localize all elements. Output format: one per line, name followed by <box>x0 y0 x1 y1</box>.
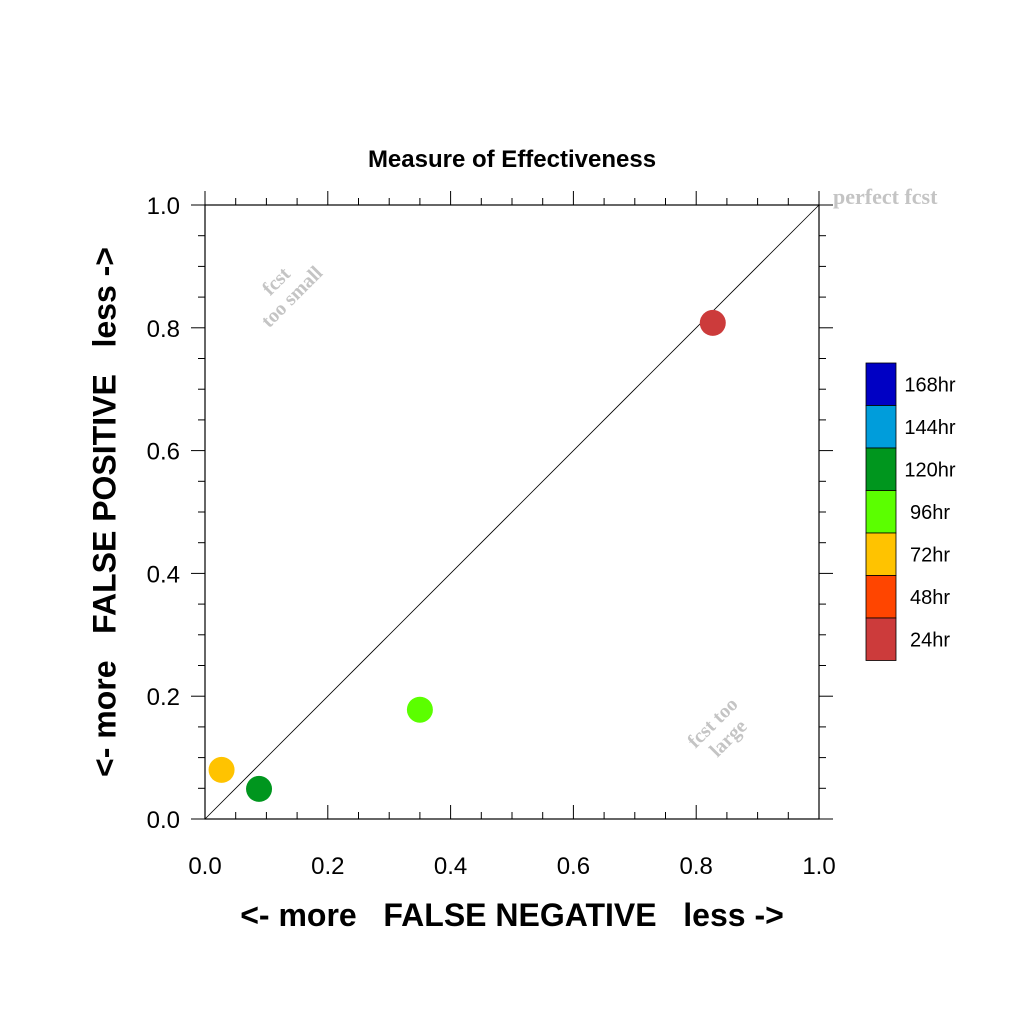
legend-swatch <box>865 490 897 534</box>
legend-label: 72hr <box>910 544 950 566</box>
y-tick-label: 0.6 <box>147 439 180 466</box>
y-tick-label: 0.8 <box>147 316 180 343</box>
data-point <box>246 775 273 802</box>
y-tick-label: 0.0 <box>147 807 180 834</box>
legend: 168hr 144hr 120hr 96hr 72hr 48hr 24hr <box>865 362 956 661</box>
x-tick-label: 0.4 <box>434 853 467 880</box>
too-small-annotation: fcst too small <box>257 262 327 332</box>
legend-swatch <box>865 447 897 491</box>
data-point <box>699 309 726 336</box>
y-tick-labels: 0.0 0.2 0.4 0.6 0.8 1.0 <box>147 193 180 834</box>
too-small-line-2: too small <box>257 262 327 332</box>
tick-marks <box>191 191 833 820</box>
legend-label: 24hr <box>910 629 950 651</box>
legend-swatch <box>865 617 897 661</box>
data-points <box>208 309 726 802</box>
x-tick-label: 1.0 <box>802 853 835 880</box>
y-tick-label: 0.2 <box>147 684 180 711</box>
y-tick-label: 0.4 <box>147 561 180 588</box>
too-large-annotation: fcst too large <box>683 693 751 761</box>
legend-swatch <box>865 532 897 576</box>
legend-label: 96hr <box>910 502 950 524</box>
x-tick-label: 0.0 <box>188 853 221 880</box>
legend-label: 48hr <box>910 587 950 609</box>
legend-swatch <box>865 575 897 619</box>
chart-title: Measure of Effectiveness <box>368 146 656 173</box>
legend-label: 144hr <box>904 417 955 439</box>
perfect-forecast-diagonal <box>204 204 820 820</box>
legend-label: 120hr <box>904 459 955 481</box>
x-axis-label: <- more FALSE NEGATIVE less -> <box>240 897 784 933</box>
legend-swatch <box>865 405 897 449</box>
perfect-fcst-annotation: perfect fcst <box>833 184 938 209</box>
x-tick-labels: 0.0 0.2 0.4 0.6 0.8 1.0 <box>188 853 835 880</box>
legend-swatch <box>865 362 897 406</box>
y-axis-label: <- more FALSE POSITIVE less -> <box>86 247 122 777</box>
x-tick-label: 0.8 <box>680 853 713 880</box>
legend-label: 168hr <box>904 374 955 396</box>
x-tick-label: 0.2 <box>311 853 344 880</box>
y-tick-label: 1.0 <box>147 193 180 220</box>
x-tick-label: 0.6 <box>557 853 590 880</box>
data-point <box>406 696 433 723</box>
data-point <box>208 756 235 783</box>
